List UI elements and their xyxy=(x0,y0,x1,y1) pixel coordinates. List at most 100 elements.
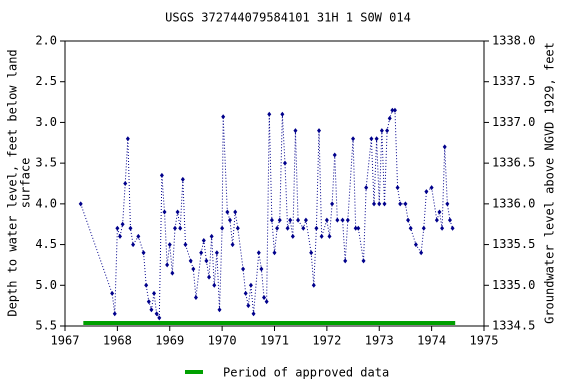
data-point xyxy=(314,225,319,231)
data-point xyxy=(424,189,429,195)
data-point xyxy=(317,128,322,134)
y-tick-label: 2.0 xyxy=(35,34,57,48)
data-point xyxy=(193,295,198,300)
data-point xyxy=(144,282,149,288)
y2-tick-label: 1336.5 xyxy=(492,156,535,170)
data-point xyxy=(293,128,298,134)
y-axis-label: Depth to water level, feet below land xyxy=(6,49,20,316)
data-point xyxy=(419,250,424,256)
data-point xyxy=(382,201,387,207)
data-point xyxy=(390,107,395,113)
data-point xyxy=(353,225,358,231)
data-point xyxy=(201,238,206,243)
data-point xyxy=(123,181,128,186)
data-point xyxy=(364,185,369,191)
data-point xyxy=(227,217,232,223)
x-tick-label: 1972 xyxy=(312,334,341,348)
y-tick-label: 5.5 xyxy=(35,319,57,333)
data-point xyxy=(403,201,408,207)
data-point xyxy=(296,217,301,223)
data-point xyxy=(327,233,332,239)
data-point xyxy=(183,242,188,248)
data-point xyxy=(172,225,177,231)
plot-area xyxy=(64,40,485,327)
data-point xyxy=(264,299,269,305)
data-point xyxy=(128,225,133,231)
data-point xyxy=(112,311,117,317)
data-point xyxy=(209,233,214,239)
data-point xyxy=(175,209,180,215)
x-tick-label: 1968 xyxy=(103,334,132,348)
data-point xyxy=(335,217,340,223)
data-point xyxy=(392,107,397,113)
data-point xyxy=(230,242,235,248)
data-point xyxy=(288,217,293,223)
data-point xyxy=(267,111,272,117)
data-point xyxy=(246,303,251,309)
y2-tick-label: 1338.0 xyxy=(492,34,535,48)
data-point xyxy=(275,225,280,231)
data-point xyxy=(442,144,447,150)
data-point xyxy=(120,221,125,227)
data-point xyxy=(319,233,324,239)
x-tick-label: 1970 xyxy=(208,334,237,348)
data-point xyxy=(311,282,316,288)
data-point xyxy=(199,250,204,256)
data-point xyxy=(282,160,287,166)
data-point xyxy=(243,290,248,296)
x-tick-label: 1971 xyxy=(260,334,289,348)
y-tick-label: 3.0 xyxy=(35,115,57,129)
data-point xyxy=(178,225,183,231)
chart-title: USGS 372744079584101 31H 1 S0W 014 xyxy=(165,11,411,25)
data-point xyxy=(256,250,261,256)
data-point xyxy=(269,217,274,223)
data-point xyxy=(421,225,426,231)
data-point xyxy=(125,136,130,142)
data-point xyxy=(440,225,445,231)
data-point xyxy=(377,201,382,207)
data-point xyxy=(408,225,413,231)
legend-label: Period of approved data xyxy=(223,366,389,380)
data-point xyxy=(154,311,159,317)
y2-tick-label: 1335.0 xyxy=(492,278,535,292)
data-point xyxy=(450,225,455,231)
data-point xyxy=(204,258,209,264)
data-point xyxy=(379,128,384,134)
y2-tick-label: 1335.5 xyxy=(492,237,535,251)
y-tick-label: 2.5 xyxy=(35,74,57,88)
data-point xyxy=(434,217,439,223)
y2-tick-label: 1337.5 xyxy=(492,74,535,88)
data-point xyxy=(235,225,240,231)
data-point xyxy=(437,209,442,215)
data-point xyxy=(445,201,450,207)
data-point xyxy=(217,307,222,313)
data-point xyxy=(225,209,230,215)
data-point xyxy=(207,274,212,280)
data-point xyxy=(165,262,170,268)
data-point xyxy=(170,270,175,276)
data-point xyxy=(332,152,337,158)
data-point xyxy=(343,258,348,264)
data-point xyxy=(259,266,264,272)
y2-tick-label: 1337.0 xyxy=(492,115,535,129)
data-point xyxy=(429,185,434,191)
x-tick-label: 1969 xyxy=(155,334,184,348)
data-point xyxy=(188,258,193,264)
data-point xyxy=(272,250,277,256)
data-point xyxy=(372,201,377,207)
data-point xyxy=(149,307,154,313)
data-point xyxy=(330,201,335,207)
data-point xyxy=(152,290,157,296)
data-point xyxy=(406,217,411,223)
data-point xyxy=(303,217,308,223)
data-point xyxy=(351,136,356,142)
data-point xyxy=(115,225,120,231)
x-tick-label: 1973 xyxy=(365,334,394,348)
data-point xyxy=(159,172,164,178)
data-point xyxy=(141,250,146,256)
data-point xyxy=(136,233,141,239)
data-point xyxy=(221,114,226,120)
series-line xyxy=(80,109,454,320)
y-tick-label: 4.5 xyxy=(35,237,57,251)
